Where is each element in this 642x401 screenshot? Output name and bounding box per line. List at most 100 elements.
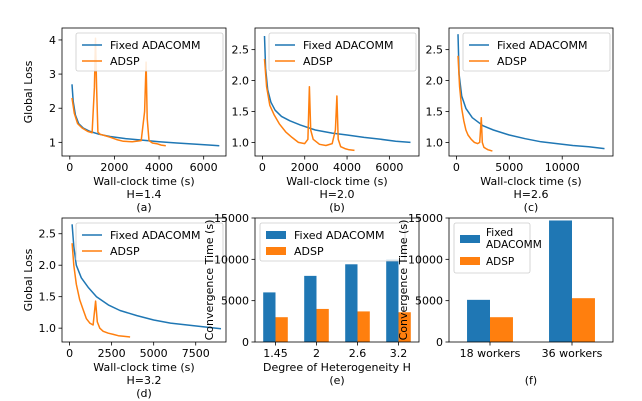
bar-e-0-2 [345,264,358,342]
bar-f-0-0 [467,299,490,342]
x-tick-label-c: 10000 [545,161,580,174]
y-tick-label-d: 2.5 [39,228,57,241]
caption-d: H=3.2 [127,374,162,387]
x-tick-label-d: 5000 [140,347,168,360]
y-axis-label-e: Convergence Time (s) [203,220,216,341]
x-tick-label-c: 5000 [495,161,523,174]
legend-label-d-0: Fixed ADACOMM [110,229,200,242]
bar-e-1-3 [398,312,411,342]
x-tick-label-d: 0 [66,347,73,360]
x-axis-label-c: Wall-clock time (s) [480,175,581,188]
x-axis-label-a: Wall-clock time (s) [93,175,194,188]
x-tick-label-e: 3.2 [390,347,408,360]
legend-label-b-0: Fixed ADACOMM [303,39,393,52]
legend-label-f-1: ADSP [486,256,514,268]
legend-swatch-f-1 [460,257,480,265]
x-tick-label-e: 1.45 [263,347,288,360]
y-tick-label-e: 5000 [221,295,249,308]
legend-label-e-1: ADSP [294,245,324,258]
bar-e-1-0 [275,317,288,342]
caption-c: H=2.6 [514,188,549,201]
x-tick-label-b: 4000 [333,161,361,174]
legend-label-f-0b: ADACOMM [486,239,542,251]
y-tick-label-a: 3 [49,68,56,81]
y-tick-label-d: 2.0 [39,259,57,272]
caption-f: (f) [525,374,537,387]
x-axis-label-b: Wall-clock time (s) [286,175,387,188]
caption-a: H=1.4 [127,188,162,201]
legend-label-a-1: ADSP [110,55,140,68]
legend-box-e [259,222,406,262]
legend-label-b-1: ADSP [303,55,333,68]
legend-box-a [75,32,224,72]
axes-frame-f [448,217,614,343]
x-tick-label-b: 0 [259,161,266,174]
series-line-d-1 [71,243,131,338]
axes-frame-d [61,217,227,343]
bar-e-0-3 [386,259,399,342]
legend-d: Fixed ADACOMM ADSP [75,222,224,262]
x-tick-label-a: 2000 [100,161,128,174]
y-tick-label-c: 2.0 [426,75,444,88]
legend-c: Fixed ADACOMM ADSP [462,32,611,72]
panel-a: 1 2 3 4 0 2000 4000 6000 Global Loss Wall-clock t… [22,27,227,214]
bar-f-1-1 [572,298,595,342]
y-tick-label-f: 5000 [415,295,443,308]
x-tick-label-a: 0 [66,161,73,174]
bar-f-1-0 [490,317,513,342]
y-tick-label-b: 2.0 [232,75,250,88]
y-tick-label-c: 1.5 [426,105,444,118]
panel-e: 0 5000 10000 15000 1.45 2 2.6 3.2 Convergence Ti… [203,212,420,387]
legend-swatch-f-0 [460,235,480,243]
y-tick-label-f: 10000 [408,253,443,266]
legend-swatch-e-0 [266,231,286,239]
legend-label-e-0: Fixed ADACOMM [294,229,384,242]
y-tick-label-d: 1.0 [39,322,57,335]
bar-e-1-1 [316,308,329,342]
legend-label-f-0a: Fixed [486,227,513,239]
bar-f-0-1 [549,220,572,342]
y-tick-label-f: 15000 [408,212,443,225]
y-axis-label-d: Global Loss [22,248,35,311]
caption-a: (a) [136,201,151,214]
series-line-d-0 [71,224,222,330]
legend-label-a-0: Fixed ADACOMM [110,39,200,52]
bar-e-1-2 [357,311,370,342]
caption-b: (b) [329,201,345,214]
x-tick-label-f: 18 workers [460,347,521,360]
axes-frame-c [448,27,614,157]
x-tick-label-d: 7500 [182,347,210,360]
y-tick-label-a: 4 [49,34,56,47]
panel-d: 1.0 1.5 2.0 2.5 0 2500 5000 7500 Global Loss Wall… [22,217,227,400]
axes-frame-b [254,27,420,157]
bar-e-0-0 [263,292,276,342]
x-tick-label-b: 2000 [291,161,319,174]
x-tick-label-e: 2.6 [349,347,367,360]
y-axis-label-a: Global Loss [22,60,35,123]
legend-label-c-1: ADSP [497,55,527,68]
bar-e-0-1 [304,275,317,342]
y-axis-label-f: Convergence Time (s) [397,220,410,341]
y-tick-label-e: 0 [242,336,249,349]
series-line-b-1 [263,58,355,152]
caption-d: (d) [136,387,152,400]
legend-swatch-e-1 [266,247,286,255]
y-tick-label-c: 1.0 [426,136,444,149]
legend-b: Fixed ADACOMM ADSP [268,32,417,72]
caption-e: (e) [329,374,344,387]
legend-box-d [75,222,224,262]
y-tick-label-e: 15000 [214,212,249,225]
x-tick-label-f: 36 workers [542,347,603,360]
y-tick-label-f: 0 [436,336,443,349]
series-line-c-0 [457,34,605,150]
x-tick-label-c: 0 [453,161,460,174]
x-tick-label-a: 4000 [145,161,173,174]
y-tick-label-d: 1.5 [39,291,57,304]
legend-label-d-1: ADSP [110,245,140,258]
x-tick-label-d: 2500 [98,347,126,360]
y-tick-label-e: 10000 [214,253,249,266]
x-tick-label-b: 6000 [375,161,403,174]
